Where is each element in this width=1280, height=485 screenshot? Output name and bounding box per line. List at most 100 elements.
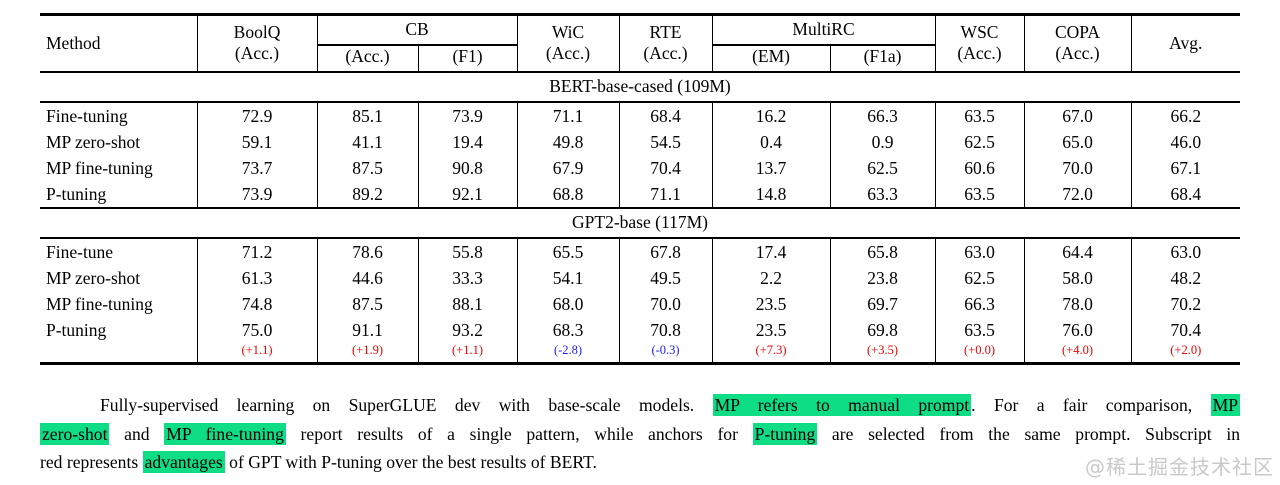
delta-cell: (+1.9) bbox=[316, 343, 418, 364]
col-boolq-sub: (Acc.) bbox=[234, 43, 280, 63]
value-cell: 68.8 bbox=[516, 181, 620, 208]
delta-cell: (+1.1) bbox=[196, 343, 317, 364]
value-cell: 75.0 bbox=[196, 317, 317, 343]
highlighted-text: MP bbox=[1210, 394, 1240, 416]
value-cell: 63.0 bbox=[934, 238, 1025, 265]
value-cell: 49.5 bbox=[618, 265, 713, 291]
method-cell: Fine-tuning bbox=[46, 105, 128, 126]
value-cell: 66.3 bbox=[934, 291, 1025, 317]
col-boolq-label: BoolQ bbox=[233, 22, 281, 42]
value-cell: 19.4 bbox=[417, 129, 518, 155]
delta-cell: (+4.0) bbox=[1023, 343, 1132, 364]
col-cb: CB bbox=[316, 14, 518, 46]
value-cell: 16.2 bbox=[711, 102, 831, 129]
value-cell: 69.8 bbox=[829, 317, 936, 343]
col-multirc: MultiRC bbox=[711, 14, 936, 46]
caption-text: . For a fair comparison, bbox=[971, 395, 1211, 415]
col-cb-acc: (Acc.) bbox=[316, 45, 418, 73]
value-cell: 68.4 bbox=[1130, 181, 1241, 208]
col-multirc-em: (EM) bbox=[711, 45, 831, 73]
delta-cell: (-0.3) bbox=[618, 343, 713, 364]
value-cell: 0.9 bbox=[829, 129, 936, 155]
col-wsc: WSC (Acc.) bbox=[934, 14, 1025, 73]
method-cell: P-tuning bbox=[46, 319, 107, 340]
highlighted-text: advantages bbox=[142, 451, 225, 473]
value-cell: 23.5 bbox=[711, 291, 831, 317]
highlighted-text: MP refers to manual prompt bbox=[712, 394, 972, 416]
results-table: Method BoolQ (Acc.) CB WiC (Acc.) RTE (A… bbox=[40, 13, 1241, 365]
header-row-1: Method BoolQ (Acc.) CB WiC (Acc.) RTE (A… bbox=[40, 14, 1241, 73]
value-cell: 78.0 bbox=[1023, 291, 1132, 317]
value-cell: 87.5 bbox=[316, 291, 418, 317]
value-cell: 61.3 bbox=[196, 265, 317, 291]
highlighted-text: P-tuning bbox=[752, 422, 818, 445]
value-cell: 62.5 bbox=[934, 265, 1025, 291]
value-cell: 62.5 bbox=[829, 155, 936, 181]
value-cell: 64.4 bbox=[1023, 238, 1132, 265]
value-cell: 72.9 bbox=[196, 102, 317, 129]
value-cell: 55.8 bbox=[417, 238, 518, 265]
col-copa: COPA (Acc.) bbox=[1023, 14, 1132, 73]
value-cell: 71.2 bbox=[196, 238, 317, 265]
caption-line: red represents advantages of GPT with P-… bbox=[40, 448, 1240, 477]
delta-cell: (+3.5) bbox=[829, 343, 936, 364]
method-cell: MP fine-tuning bbox=[46, 157, 153, 178]
col-method: Method bbox=[40, 14, 197, 73]
value-cell: 49.8 bbox=[516, 129, 620, 155]
value-cell: 88.1 bbox=[417, 291, 518, 317]
header-row-2: (Acc.) (F1) (EM) (F1a) bbox=[40, 45, 1240, 73]
col-rte-sub: (Acc.) bbox=[643, 43, 688, 63]
caption-text: report results of a single pattern, whil… bbox=[285, 423, 753, 444]
value-cell: 67.0 bbox=[1023, 102, 1132, 129]
value-cell: 68.4 bbox=[618, 102, 713, 129]
caption-text: Fully-supervised learning on SuperGLUE d… bbox=[100, 395, 713, 415]
col-wic: WiC (Acc.) bbox=[516, 14, 620, 73]
table-caption: Fully-supervised learning on SuperGLUE d… bbox=[40, 391, 1240, 477]
value-cell: 17.4 bbox=[711, 238, 831, 265]
value-cell: 92.1 bbox=[417, 181, 518, 208]
value-cell: 63.5 bbox=[934, 317, 1025, 343]
section-title: GPT2-base (117M) bbox=[40, 207, 1241, 239]
col-copa-sub: (Acc.) bbox=[1055, 43, 1100, 63]
value-cell: 58.0 bbox=[1023, 265, 1132, 291]
value-cell: 89.2 bbox=[316, 181, 418, 208]
value-cell: 67.9 bbox=[516, 155, 620, 181]
value-cell: 67.1 bbox=[1130, 155, 1241, 181]
value-cell: 62.5 bbox=[934, 129, 1025, 155]
method-cell: Fine-tune bbox=[46, 241, 114, 262]
method-cell: MP zero-shot bbox=[46, 131, 141, 152]
watermark: @稀土掘金技术社区 bbox=[1085, 455, 1274, 479]
method-cell-empty bbox=[40, 343, 197, 364]
value-cell: 73.9 bbox=[417, 102, 518, 129]
value-cell: 54.1 bbox=[516, 265, 620, 291]
method-cell: MP fine-tuning bbox=[46, 293, 153, 314]
caption-text: red represents bbox=[40, 452, 143, 472]
caption-line: Fully-supervised learning on SuperGLUE d… bbox=[40, 391, 1240, 420]
value-cell: 90.8 bbox=[417, 155, 518, 181]
value-cell: 71.1 bbox=[618, 181, 713, 208]
value-cell: 87.5 bbox=[316, 155, 418, 181]
highlighted-text: MP fine-tuning bbox=[164, 422, 286, 445]
value-cell: 73.7 bbox=[196, 155, 317, 181]
col-avg: Avg. bbox=[1130, 14, 1241, 73]
section-row: GPT2-base (117M) bbox=[40, 207, 1241, 239]
col-wsc-label: WSC bbox=[960, 22, 999, 42]
value-cell: 70.4 bbox=[618, 155, 713, 181]
method-cell: MP zero-shot bbox=[46, 267, 141, 288]
table-row: Fine-tuning 72.9 85.1 73.9 71.1 68.4 16.2 66.3 6… bbox=[40, 102, 1241, 129]
section-row: BERT-base-cased (109M) bbox=[40, 71, 1241, 103]
value-cell: 68.3 bbox=[516, 317, 620, 343]
value-cell: 41.1 bbox=[316, 129, 418, 155]
table-row: P-tuning 75.0 91.1 93.2 68.3 70.8 23.5 69.8 63.5… bbox=[40, 317, 1241, 343]
value-cell: 70.0 bbox=[1023, 155, 1132, 181]
col-wic-sub: (Acc.) bbox=[545, 43, 591, 63]
delta-cell: (+0.0) bbox=[934, 343, 1025, 364]
col-boolq: BoolQ (Acc.) bbox=[196, 14, 317, 73]
value-cell: 65.5 bbox=[516, 238, 620, 265]
value-cell: 63.0 bbox=[1130, 238, 1241, 265]
value-cell: 70.2 bbox=[1130, 291, 1241, 317]
value-cell: 65.0 bbox=[1023, 129, 1132, 155]
value-cell: 2.2 bbox=[711, 265, 831, 291]
value-cell: 66.2 bbox=[1130, 102, 1241, 129]
col-rte-label: RTE bbox=[649, 22, 682, 42]
